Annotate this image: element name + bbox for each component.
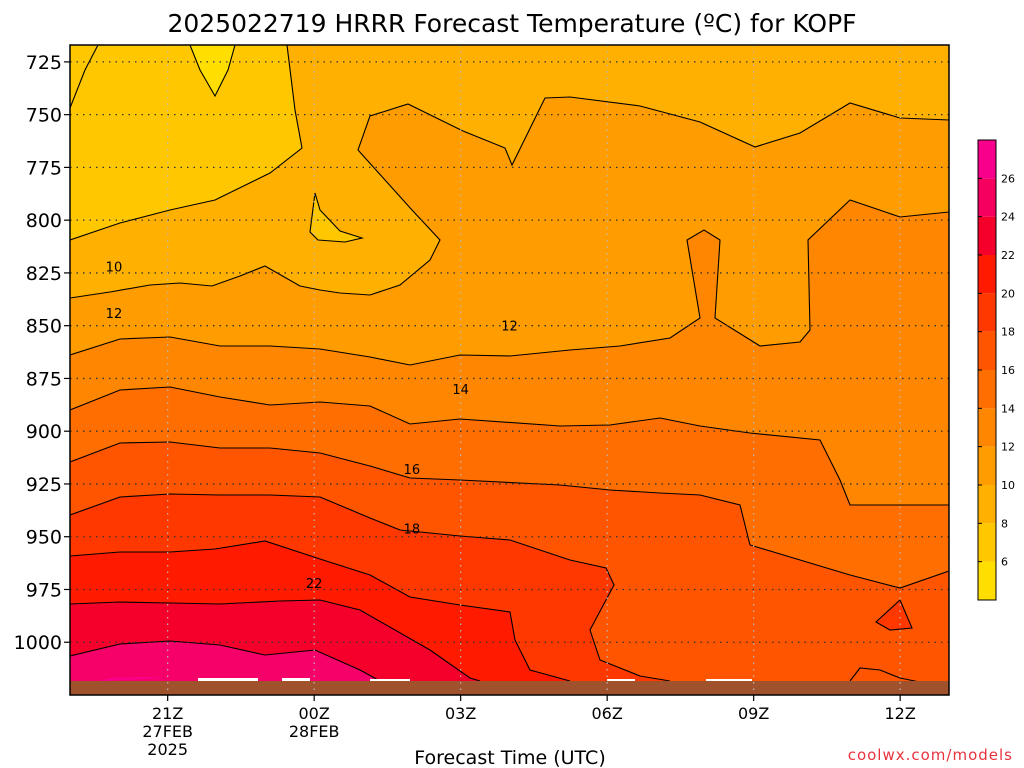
contour-12 <box>70 199 949 366</box>
credit-text: coolwx.com/models <box>848 746 1013 764</box>
chart-title: 2025022719 HRRR Forecast Temperature (ºC… <box>167 9 856 38</box>
colorbar-swatch <box>978 178 996 217</box>
contour-14 <box>70 386 949 506</box>
y-axis: 725 750 775 800 825 850 875 900 925 950 975 1000 <box>14 52 70 654</box>
plot-area <box>70 45 949 695</box>
y-tick-label: 825 <box>26 263 62 285</box>
y-tick-label: 1000 <box>14 632 62 654</box>
colorbar-tick-label: 12 <box>1001 441 1015 454</box>
colorbar-tick-label: 18 <box>1001 326 1015 339</box>
x-tick-label: 12Z <box>885 704 916 723</box>
colorbar-swatch <box>978 408 996 447</box>
band-8-pocket <box>310 193 362 242</box>
contour-label: 12 <box>501 320 518 335</box>
contour-8-pocket <box>309 192 365 243</box>
colorbar-swatch <box>978 523 996 562</box>
contour-label: 22 <box>306 577 323 592</box>
y-tick-label: 950 <box>26 527 62 549</box>
contour-6 <box>189 45 236 98</box>
colorbar-tick-label: 22 <box>1001 249 1015 262</box>
colorbar-tick-label: 26 <box>1001 172 1015 185</box>
y-tick-label: 975 <box>26 579 62 601</box>
colorbar-tick-label: 8 <box>1001 517 1008 530</box>
band-8 <box>70 45 302 240</box>
band-24 <box>70 641 380 681</box>
contour-labels: 10 12 12 14 16 18 22 <box>106 261 518 593</box>
contour-22 <box>70 599 481 682</box>
colorbar-swatch <box>978 255 996 294</box>
colorbar-swatch <box>978 370 996 409</box>
colorbar-swatch <box>978 216 996 255</box>
band-20 <box>70 541 570 695</box>
band-6 <box>190 45 235 96</box>
contour-lines <box>70 45 949 689</box>
ground-surface <box>70 681 949 695</box>
contour-label: 18 <box>404 522 421 537</box>
colorbar-swatch <box>978 331 996 370</box>
contour-18-pocket <box>875 599 913 631</box>
colorbar-tick-label: 6 <box>1001 556 1008 569</box>
colorbar: 6 8 10 12 14 16 18 20 22 24 26 <box>977 139 1015 601</box>
ground-gaps <box>198 678 752 681</box>
contour-label: 10 <box>106 261 123 276</box>
y-tick-label: 750 <box>26 105 62 127</box>
colorbar-tick-label: 24 <box>1001 211 1015 224</box>
y-tick-label: 925 <box>26 474 62 496</box>
y-tick-label: 875 <box>26 368 62 390</box>
band-24-edge <box>100 677 170 681</box>
x-tick-label: 27FEB <box>142 722 193 741</box>
contour-label: 16 <box>404 463 421 478</box>
x-tick-label: 00Z <box>299 704 330 723</box>
y-tick-label: 850 <box>26 316 62 338</box>
y-tick-label: 900 <box>26 421 62 443</box>
colorbar-tick-label: 16 <box>1001 364 1015 377</box>
colorbar-swatch <box>978 293 996 332</box>
plot-frame <box>69 44 950 696</box>
x-tick-label: 28FEB <box>289 722 340 741</box>
y-tick-label: 800 <box>26 210 62 232</box>
contour-20 <box>70 540 571 682</box>
contour-24 <box>70 640 381 682</box>
colorbar-swatch <box>978 140 996 179</box>
y-tick-label: 725 <box>26 52 62 74</box>
contour-label: 12 <box>106 307 123 322</box>
x-tick-label: 21Z <box>152 704 183 723</box>
x-axis-label: Forecast Time (UTC) <box>414 747 605 768</box>
contour-18 <box>70 493 671 682</box>
contour-label: 14 <box>452 383 469 398</box>
colorbar-tick-label: 20 <box>1001 287 1015 300</box>
contour-8 <box>70 45 303 241</box>
x-tick-label: 2025 <box>147 740 188 759</box>
colorbar-tick-label: 14 <box>1001 402 1015 415</box>
colorbar-swatch <box>978 446 996 485</box>
x-tick-label: 06Z <box>592 704 623 723</box>
grid-lines <box>70 45 949 695</box>
colorbar-swatch <box>978 561 996 600</box>
colorbar-swatch <box>978 485 996 524</box>
x-tick-label: 03Z <box>445 704 476 723</box>
colorbar-tick-label: 10 <box>1001 479 1015 492</box>
y-tick-label: 775 <box>26 157 62 179</box>
x-tick-label: 09Z <box>738 704 769 723</box>
contour-16 <box>70 441 949 589</box>
contour-10 <box>70 96 949 299</box>
